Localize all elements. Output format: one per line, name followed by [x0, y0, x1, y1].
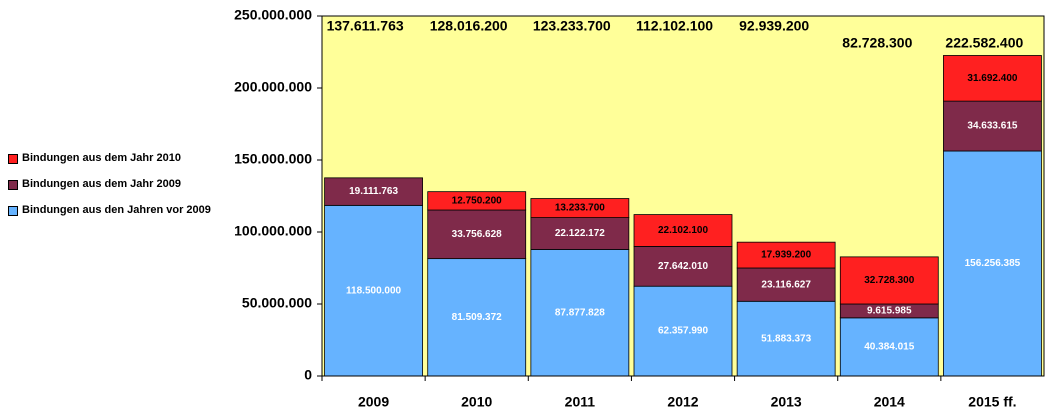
bar-segment [530, 217, 630, 250]
x-tick-label: 2012 [667, 394, 698, 410]
value-label: 13.233.700 [555, 203, 605, 214]
value-label: 9.615.985 [867, 306, 912, 317]
value-label: 40.384.015 [864, 342, 914, 353]
y-tick-label: 100.000.000 [234, 223, 312, 239]
value-label: 22.102.100 [658, 225, 708, 236]
x-tick-label: 2010 [461, 394, 492, 410]
y-tick-label: 250.000.000 [234, 7, 312, 23]
bar-segment [530, 198, 630, 219]
y-tick-label: 50.000.000 [242, 295, 312, 311]
legend-swatch [8, 180, 18, 190]
value-label: 22.122.172 [555, 228, 605, 239]
bar-segment [633, 285, 733, 377]
value-label: 33.756.628 [452, 229, 502, 240]
bar-segment [736, 267, 836, 302]
legend-swatch [8, 206, 18, 216]
y-tick-label: 0 [304, 367, 312, 383]
x-tick-label: 2013 [771, 394, 802, 410]
x-tick-label: 2014 [874, 394, 905, 410]
bar-segment [324, 177, 423, 206]
value-label: 19.111.763 [349, 186, 398, 197]
x-tick-label: 2015 ff. [968, 394, 1016, 410]
total-label: 82.728.300 [842, 35, 912, 51]
total-label: 123.233.700 [533, 18, 611, 34]
total-label: 222.582.400 [945, 35, 1023, 51]
value-label: 31.692.400 [967, 73, 1017, 84]
legend-label: Bindungen aus dem Jahr 2010 [22, 152, 181, 164]
bar-segment [943, 150, 1042, 377]
bar-segment [324, 204, 423, 377]
value-label: 62.357.990 [658, 326, 708, 337]
value-label: 27.642.010 [658, 261, 708, 272]
value-label: 17.939.200 [761, 250, 811, 261]
value-label: 81.509.372 [452, 312, 502, 323]
value-label: 23.116.627 [761, 279, 811, 290]
legend-item: Bindungen aus den Jahren vor 2009 [8, 204, 213, 216]
total-label: 128.016.200 [430, 18, 508, 34]
value-label: 32.728.300 [864, 275, 914, 286]
bar-segment [736, 300, 836, 377]
x-tick-label: 2009 [358, 394, 389, 410]
total-label: 112.102.100 [636, 18, 713, 34]
bar-segment [839, 256, 939, 305]
bar-segment [427, 258, 527, 377]
bar-segment [427, 191, 527, 211]
value-label: 12.750.200 [452, 195, 502, 206]
value-label: 87.877.828 [555, 307, 605, 318]
x-tick-label: 2011 [565, 394, 596, 410]
value-label: 156.256.385 [965, 258, 1021, 269]
total-label: 92.939.200 [739, 18, 809, 34]
value-label: 34.633.615 [967, 121, 1017, 132]
legend-label: Bindungen aus dem Jahr 2009 [22, 178, 181, 190]
bar-segment [943, 55, 1042, 102]
value-label: 51.883.373 [761, 333, 811, 344]
legend-item: Bindungen aus dem Jahr 2009 [8, 178, 213, 190]
legend-label: Bindungen aus den Jahren vor 2009 [22, 204, 211, 216]
bar-segment [427, 209, 527, 260]
legend-item: Bindungen aus dem Jahr 2010 [8, 152, 213, 164]
bar-segment [633, 245, 733, 287]
total-label: 137.611.763 [327, 18, 404, 34]
bar-segment [736, 241, 836, 269]
bar-segment [839, 317, 939, 377]
value-label: 118.500.000 [346, 285, 401, 296]
legend: Bindungen aus den Jahren vor 2009 Bindung… [8, 152, 213, 216]
y-tick-label: 200.000.000 [234, 79, 312, 95]
legend-swatch [8, 154, 18, 164]
bar-segment [633, 214, 733, 247]
y-tick-label: 150.000.000 [234, 151, 312, 167]
bar-segment [530, 249, 630, 377]
